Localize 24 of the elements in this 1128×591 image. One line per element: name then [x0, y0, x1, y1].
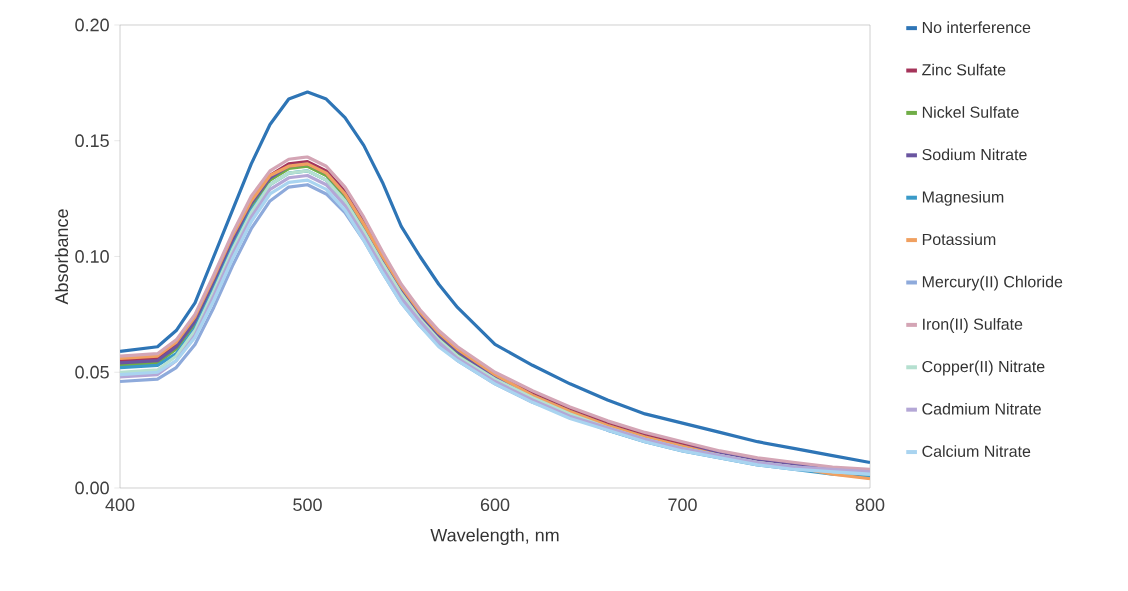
y-axis-title: Absorbance	[54, 209, 69, 305]
y-tick-label: 0.00	[75, 481, 109, 495]
line-series	[120, 90, 871, 465]
legend-label: Cadmium Nitrate	[922, 402, 1041, 415]
legend-label: Sodium Nitrate	[922, 148, 1027, 161]
legend-label: Mercury(II) Chloride	[922, 275, 1063, 291]
x-tick-label: 400	[105, 498, 135, 512]
legend-label: Iron(II) Sulfate	[923, 318, 1023, 333]
y-tick-label: 0.15	[75, 134, 109, 148]
x-tick-label: 700	[668, 498, 697, 512]
legend-label: Potassium	[922, 233, 996, 246]
legend-label: Calcium Nitrate	[922, 445, 1031, 457]
y-tick-label: 0.10	[75, 250, 109, 263]
x-tick-label: 600	[480, 498, 510, 512]
legend-label: Nickel Sulfate	[922, 106, 1019, 118]
y-tick-label: 0.05	[75, 365, 109, 379]
x-axis-title: Wavelength, nm	[430, 528, 559, 546]
x-tick-label: 800	[855, 498, 885, 512]
legend-label: Copper(II) Nitrate	[922, 360, 1045, 376]
legend-label: Magnesium	[922, 190, 1004, 206]
y-tick-label: 0.20	[75, 18, 109, 32]
legend-label: No interference	[922, 21, 1031, 34]
legend-label: Zinc Sulfate	[922, 63, 1006, 76]
x-tick-label: 500	[293, 498, 322, 512]
